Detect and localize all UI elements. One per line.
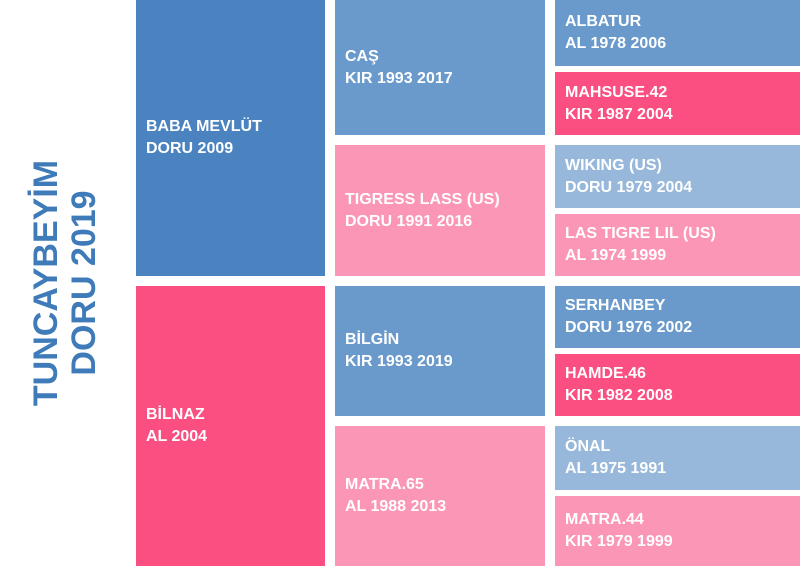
sire-name: BABA MEVLÜT — [146, 118, 262, 135]
ggp-box-7: ÖNAL AL 1975 1991 — [555, 426, 800, 490]
ggp-info-8: KIR 1979 1999 — [565, 533, 673, 550]
sire-dam-name: TIGRESS LASS (US) — [345, 190, 500, 208]
sire-sire-name: CAŞ — [345, 47, 379, 65]
ggp-info-3: DORU 1979 2004 — [565, 178, 693, 196]
ggp-name-8: MATRA.44 — [565, 511, 644, 528]
dam-sire-name: BİLGİN — [345, 331, 400, 348]
sire-info: DORU 2009 — [146, 140, 234, 157]
subject-horse-label: TUNCAYBEYİM DORU 2019 — [27, 53, 103, 513]
dam-dam-name: MATRA.65 — [345, 476, 424, 493]
dam-name: BİLNAZ — [146, 406, 205, 423]
subject-horse-name: TUNCAYBEYİM — [27, 159, 65, 407]
ggp-box-8: MATRA.44 KIR 1979 1999 — [555, 496, 800, 566]
ggp-info-6: KIR 1982 2008 — [565, 387, 673, 404]
ggp-name-4: LAS TIGRE LIL (US) — [565, 225, 716, 242]
sire-box: BABA MEVLÜT DORU 2009 — [136, 0, 325, 276]
subject-horse-info: DORU 2019 — [65, 190, 103, 376]
ggp-box-6: HAMDE.46 KIR 1982 2008 — [555, 354, 800, 416]
ggp-box-1: ALBATUR AL 1978 2006 — [555, 0, 800, 66]
sire-dam-info: DORU 1991 2016 — [345, 212, 473, 230]
dam-sire-box: BİLGİN KIR 1993 2019 — [335, 286, 545, 416]
dam-dam-box: MATRA.65 AL 1988 2013 — [335, 426, 545, 566]
ggp-box-3: WIKING (US) DORU 1979 2004 — [555, 145, 800, 208]
sire-dam-box: TIGRESS LASS (US) DORU 1991 2016 — [335, 145, 545, 276]
ggp-info-1: AL 1978 2006 — [565, 35, 667, 52]
ggp-info-4: AL 1974 1999 — [565, 247, 667, 264]
ggp-box-4: LAS TIGRE LIL (US) AL 1974 1999 — [555, 214, 800, 276]
sire-sire-box: CAŞ KIR 1993 2017 — [335, 0, 545, 135]
subject-horse-title: TUNCAYBEYİM DORU 2019 — [0, 0, 130, 566]
sire-sire-info: KIR 1993 2017 — [345, 69, 453, 87]
ggp-info-2: KIR 1987 2004 — [565, 105, 673, 123]
dam-sire-info: KIR 1993 2019 — [345, 353, 453, 370]
dam-box: BİLNAZ AL 2004 — [136, 286, 325, 566]
ggp-name-5: SERHANBEY — [565, 297, 666, 314]
ggp-box-5: SERHANBEY DORU 1976 2002 — [555, 286, 800, 348]
ggp-info-5: DORU 1976 2002 — [565, 319, 693, 336]
ggp-name-6: HAMDE.46 — [565, 365, 646, 382]
ggp-info-7: AL 1975 1991 — [565, 460, 667, 477]
ggp-name-1: ALBATUR — [565, 13, 642, 30]
ggp-name-3: WIKING (US) — [565, 156, 662, 174]
dam-info: AL 2004 — [146, 428, 208, 445]
ggp-name-2: MAHSUSE.42 — [565, 83, 668, 101]
dam-dam-info: AL 1988 2013 — [345, 498, 447, 515]
ggp-name-7: ÖNAL — [565, 438, 611, 455]
ggp-box-2: MAHSUSE.42 KIR 1987 2004 — [555, 72, 800, 135]
